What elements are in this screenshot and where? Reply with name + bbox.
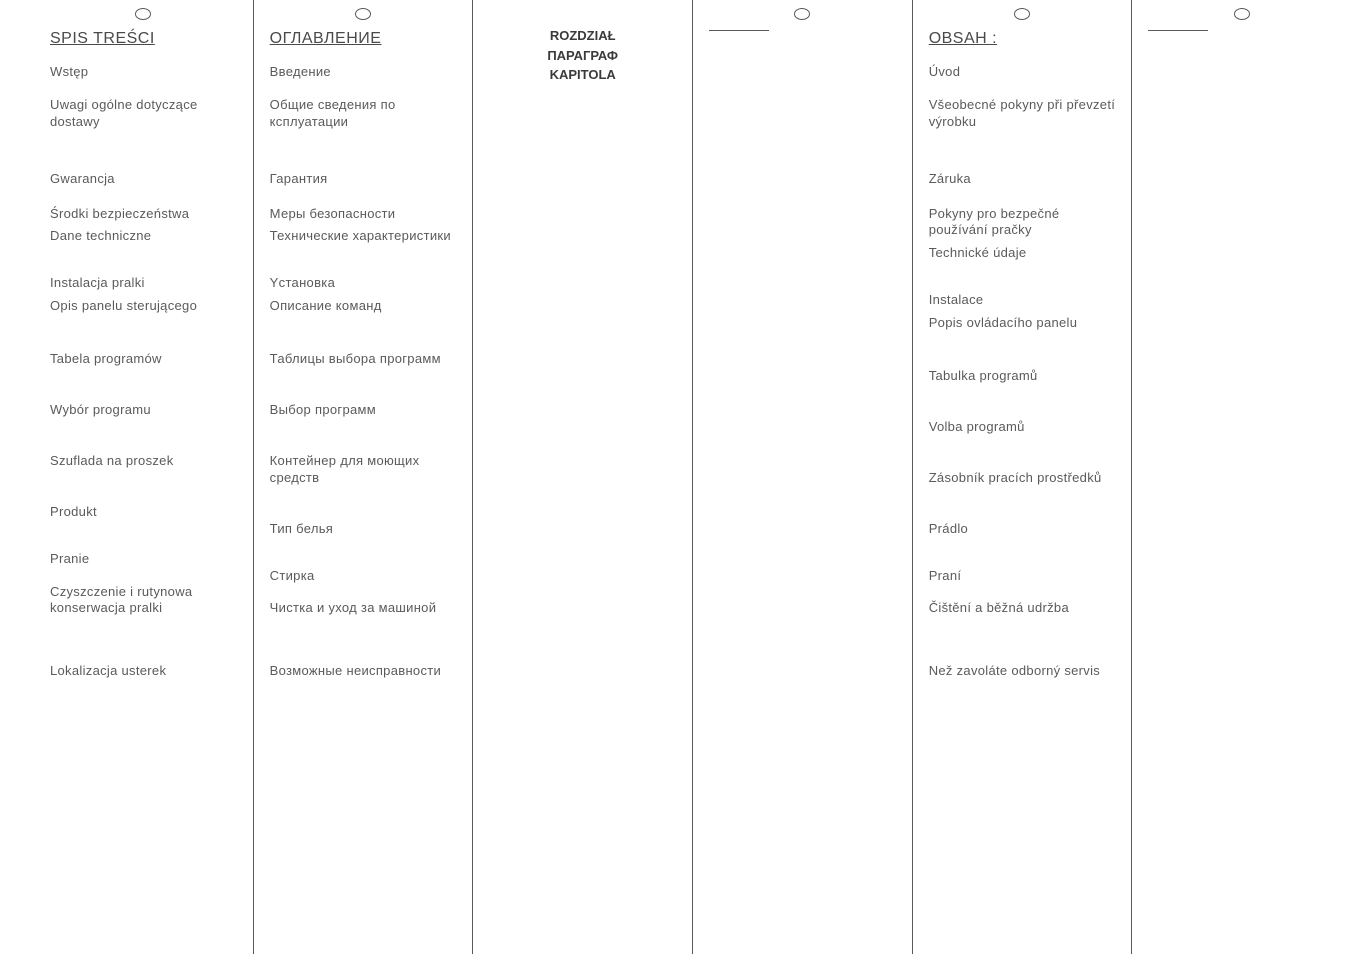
toc-item: Tabulka programů [929,368,1116,385]
toc-item: Popis ovládacího panelu [929,315,1116,332]
toc-item: Czyszczenie i rutynowa konserwacja pralk… [50,584,237,618]
column-0: SPIS TREŚCI Wstęp Uwagi ogólne dotyczące d… [0,0,253,954]
column-5 [1131,0,1351,954]
toc-item: Produkt [50,504,237,521]
column-title: OBSAH : [929,30,1116,48]
toc-item: Общие сведения по ксплуатации [270,97,457,131]
toc-item: Контейнер для моющих средств [270,453,457,487]
circle-icon [794,8,810,20]
toc-item: Záruka [929,171,1116,188]
column-3 [692,0,912,954]
toc-item: Všeobecné pokyny při převzetí výrobku [929,97,1116,131]
toc-item: Возможные неисправности [270,663,457,680]
toc-item: Szuflada na proszek [50,453,237,470]
toc-item: Technické údaje [929,245,1116,262]
circle-icon [135,8,151,20]
toc-item: Čištění a běžná udržba [929,600,1116,617]
column-4: OBSAH : Úvod Všeobecné pokyny při převzetí… [912,0,1132,954]
toc-list: Wstęp Uwagi ogólne dotyczące dostawy Gwara… [50,64,237,680]
circle-icon [1014,8,1030,20]
toc-item: Стирка [270,568,457,585]
toc-item: Чистка и уход за машиной [270,600,457,617]
toc-item: Volba programů [929,419,1116,436]
toc-list: Úvod Všeobecné pokyny při převzetí výrobk… [929,64,1116,680]
toc-item: Lokalizacja usterek [50,663,237,680]
toc-item: Instalacja pralki [50,275,237,292]
toc-item: Uwagi ogólne dotyczące dostawy [50,97,237,131]
column-1: ОГЛАВЛЕНИЕ Введение Общие сведения по кспл… [253,0,473,954]
toc-item: Gwarancja [50,171,237,188]
toc-item: Введение [270,64,457,81]
column-2: ROZDZIAŁПАРАГРАФKAPITOLA [472,0,692,954]
toc-item: Yстановка [270,275,457,292]
toc-item: Wstęp [50,64,237,81]
toc-item: Pranie [50,551,237,568]
toc-item: Než zavoláte odborný servis [929,663,1116,680]
toc-item: Úvod [929,64,1116,81]
divider [1148,30,1208,31]
toc-item: Wybór programu [50,402,237,419]
toc-item: Таблицы выбора программ [270,351,457,368]
toc-item: Dane techniczne [50,228,237,245]
chapter-label: ПАРАГРАФ [489,46,676,66]
toc-item: Тип белья [270,521,457,538]
toc-item: Tabela programów [50,351,237,368]
toc-item: Zásobník pracích prostředků [929,470,1116,487]
toc-item: Instalace [929,292,1116,309]
toc-item: Środki bezpieczeństwa [50,206,237,223]
toc-item: Меры безопасности [270,206,457,223]
toc-list: Введение Общие сведения по ксплуатации Гар… [270,64,457,680]
toc-item: Технические характеристики [270,228,457,245]
toc-item: Praní [929,568,1116,585]
circle-icon [1234,8,1250,20]
toc-item: Pokyny pro bezpečné používání pračky [929,206,1116,240]
circle-icon [355,8,371,20]
toc-item: Гарантия [270,171,457,188]
toc-item: Opis panelu sterującego [50,298,237,315]
chapter-label: KAPITOLA [489,65,676,85]
chapter-label: ROZDZIAŁ [489,26,676,46]
divider [709,30,769,31]
toc-item: Выбор программ [270,402,457,419]
column-title: ОГЛАВЛЕНИЕ [270,30,457,48]
toc-page: SPIS TREŚCI Wstęp Uwagi ogólne dotyczące d… [0,0,1351,954]
chapter-heading: ROZDZIAŁПАРАГРАФKAPITOLA [489,26,676,85]
toc-item: Описание команд [270,298,457,315]
column-title: SPIS TREŚCI [50,30,237,48]
toc-item: Prádlo [929,521,1116,538]
